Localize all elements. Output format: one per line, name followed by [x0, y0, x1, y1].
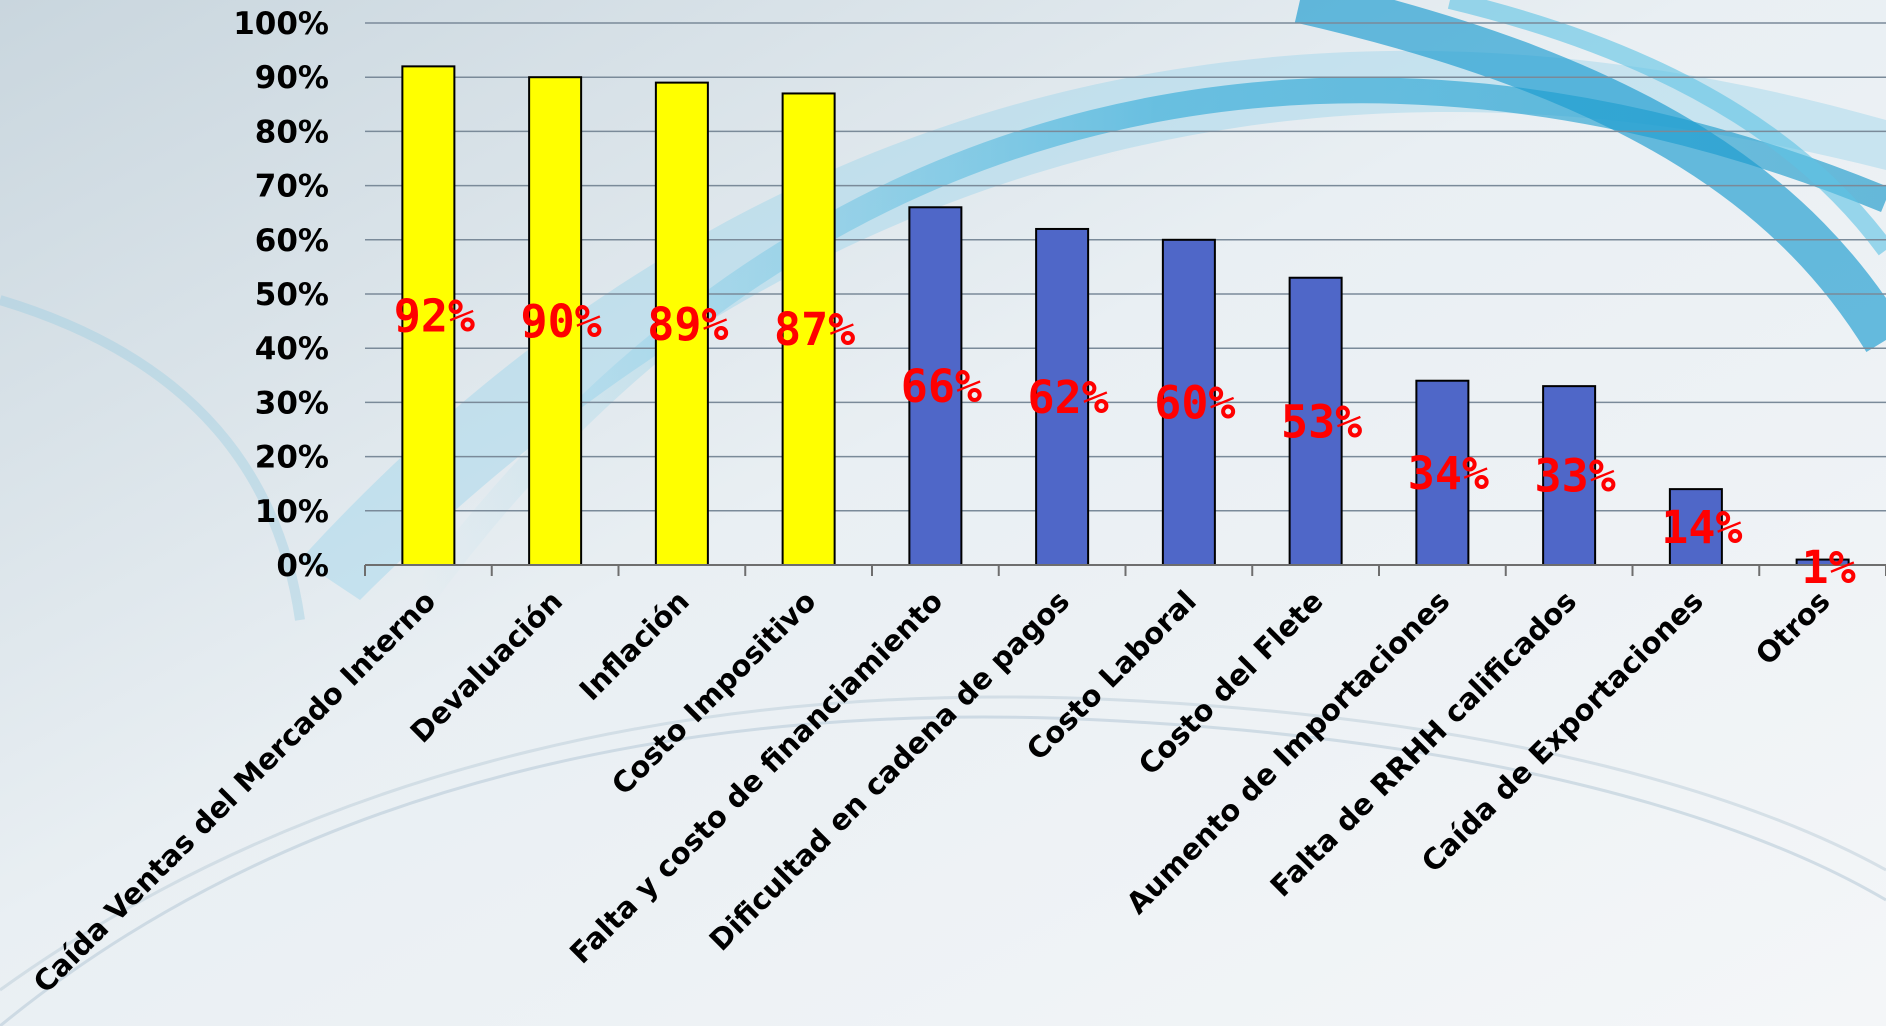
x-tick-label: Otros	[1749, 584, 1837, 672]
gridlines	[365, 22, 1886, 512]
data-label: 1%	[1802, 541, 1856, 594]
data-label: 90%	[520, 295, 601, 348]
y-tick-label: 100%	[233, 6, 329, 42]
y-tick-label: 40%	[255, 331, 329, 367]
bar	[1415, 379, 1470, 566]
data-label: 33%	[1534, 450, 1615, 503]
data-label: 62%	[1027, 371, 1108, 424]
y-tick-label: 50%	[255, 277, 329, 313]
bar	[1161, 238, 1216, 567]
data-label: 87%	[774, 303, 855, 356]
bar	[1035, 227, 1090, 567]
y-tick-label: 10%	[255, 494, 329, 530]
y-tick-label: 0%	[276, 548, 329, 584]
bar	[654, 81, 709, 567]
y-tick-label: 70%	[255, 169, 329, 205]
x-tick-label: Costo Impositivo	[605, 584, 823, 802]
data-label: 14%	[1661, 501, 1742, 554]
bar	[1542, 385, 1597, 567]
data-label: 60%	[1154, 376, 1235, 429]
bar	[401, 65, 456, 567]
data-label: 34%	[1408, 447, 1489, 500]
y-tick-label: 80%	[255, 114, 329, 150]
bar	[528, 76, 583, 566]
data-label: 92%	[394, 290, 475, 343]
y-tick-label: 20%	[255, 440, 329, 476]
bar	[1288, 276, 1343, 566]
x-tick-label: Caída Ventas del Mercado Interno	[27, 584, 443, 1000]
data-label: 89%	[647, 298, 728, 351]
bar	[1668, 488, 1723, 566]
bar	[781, 92, 836, 567]
bar	[908, 206, 963, 566]
y-tick-label: 30%	[255, 385, 329, 421]
y-tick-label: 90%	[255, 60, 329, 96]
bars	[401, 65, 1850, 567]
data-labels: 92% 90% 89% 87% 66% 62% 60% 53% 34% 33% 14% 1%	[394, 290, 1856, 594]
x-tick-label: Inflación	[573, 584, 696, 707]
data-label: 53%	[1281, 395, 1362, 448]
x-axis-labels: Caída Ventas del Mercado InternoDevaluac…	[27, 584, 1837, 1000]
y-tick-label: 60%	[255, 223, 329, 259]
data-label: 66%	[901, 360, 982, 413]
x-axis	[364, 564, 1886, 576]
y-axis-ticks: 0% 10% 20% 30% 40% 50% 60% 70% 80% 90% 100%	[233, 6, 329, 584]
